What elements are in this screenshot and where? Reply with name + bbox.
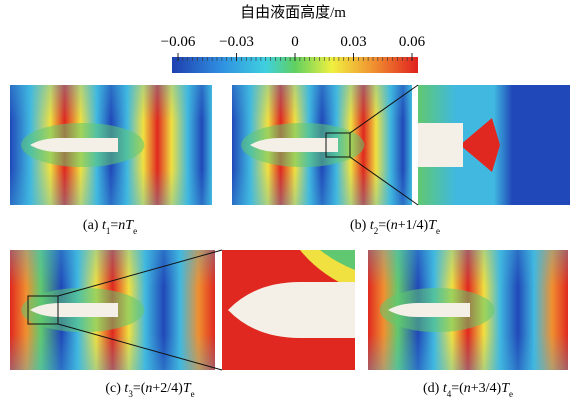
caption-part: = <box>110 218 118 233</box>
caption-part: e <box>436 226 440 236</box>
caption-part: e <box>509 389 513 399</box>
tick-label: −0.03 <box>219 34 254 50</box>
panels: (a) t1=nTe (b) t2=(n+1/4)Te (c) t3=(n+2/4)… <box>10 85 570 399</box>
caption-part: (c) <box>105 381 124 396</box>
colorbar-title: 自由液面高度/m <box>240 4 346 21</box>
hull <box>418 123 463 167</box>
hull <box>30 138 118 152</box>
hull <box>30 303 118 317</box>
caption-part: n <box>464 381 471 396</box>
caption-part: (d) <box>423 381 443 396</box>
hull <box>250 138 338 152</box>
hull <box>388 303 470 317</box>
caption: (d) t4=(n+3/4)Te <box>423 381 513 399</box>
caption-part: e <box>191 389 195 399</box>
caption-part: n <box>391 218 398 233</box>
caption-part: n <box>118 218 125 233</box>
caption-part: n <box>145 381 152 396</box>
tick-label: 0.06 <box>399 34 426 50</box>
tick-label: 0.03 <box>340 34 366 50</box>
caption-part: =( <box>451 381 464 396</box>
contour-panel <box>10 250 215 370</box>
contour-panel <box>368 250 568 370</box>
contour-panel <box>232 85 412 205</box>
caption: (a) t1=nTe <box>83 218 137 236</box>
caption-part: +3/4) <box>471 381 502 396</box>
colorbar: −0.06 −0.03 0 0.03 0.06 <box>161 34 426 73</box>
caption-part: +2/4) <box>152 381 183 396</box>
caption-part: (b) <box>350 218 370 233</box>
caption: (b) t2=(n+1/4)Te <box>350 218 440 236</box>
tick-label: 0 <box>291 34 299 50</box>
tick-label: −0.06 <box>161 34 196 50</box>
caption: (c) t3=(n+2/4)Te <box>105 381 194 399</box>
caption-part: e <box>133 226 137 236</box>
caption-part: =( <box>133 381 146 396</box>
caption-part: =( <box>378 218 391 233</box>
caption-part: +1/4) <box>398 218 429 233</box>
figure: 自由液面高度/m −0.06−0.0300.030.06 (a) t1=nTe(… <box>0 0 578 403</box>
contour-panel <box>10 85 212 205</box>
caption-part: (a) <box>83 218 102 233</box>
